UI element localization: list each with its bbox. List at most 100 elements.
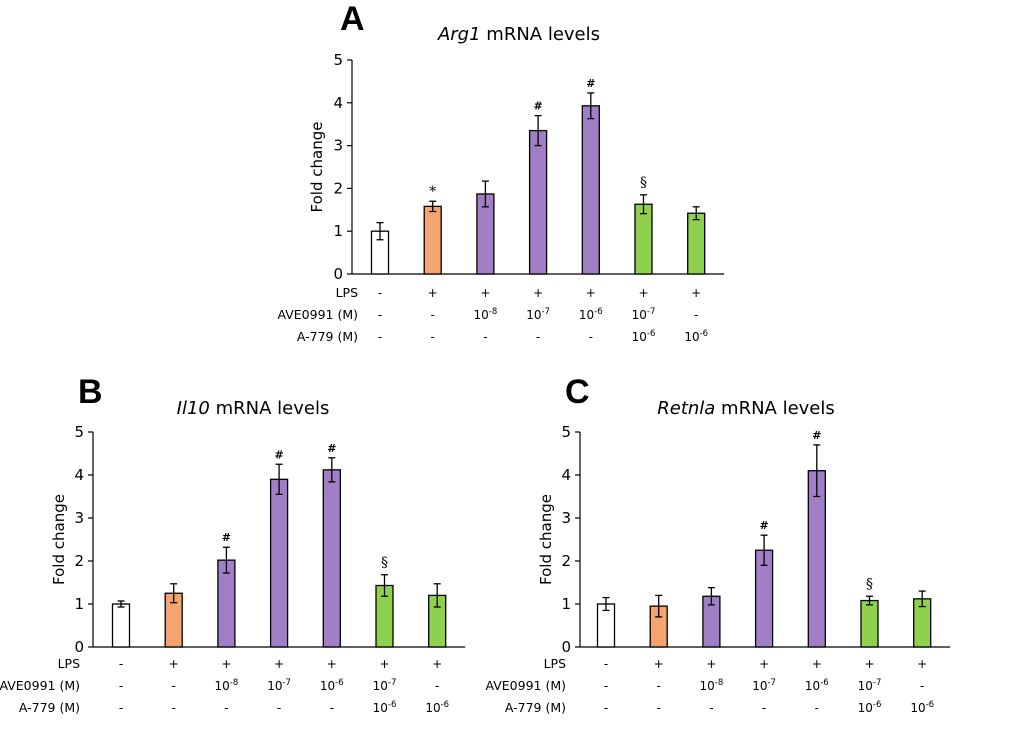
panel-letter: A bbox=[340, 0, 365, 38]
condition-cell: - bbox=[330, 701, 334, 715]
condition-cell: 10-7 bbox=[526, 307, 550, 322]
y-tick-label: 3 bbox=[333, 137, 343, 155]
y-tick-label: 0 bbox=[74, 638, 84, 656]
condition-exponent: -6 bbox=[647, 329, 655, 339]
condition-exponent: -8 bbox=[715, 678, 723, 688]
y-tick-label: 3 bbox=[561, 509, 571, 527]
condition-cell: - bbox=[119, 679, 123, 693]
condition-cell: - bbox=[224, 701, 228, 715]
y-tick-label: 2 bbox=[561, 552, 571, 570]
condition-row-label: AVE0991 (M) bbox=[277, 307, 358, 322]
condition-cell: - bbox=[172, 701, 176, 715]
y-tick-label: 2 bbox=[74, 552, 84, 570]
condition-cell: - bbox=[536, 330, 540, 344]
condition-cell: - bbox=[172, 679, 176, 693]
condition-cell: 10-6 bbox=[579, 307, 603, 322]
panel-a: A Arg1 mRNA levels 0 1 2 3 4 5 Fold change * # # § LP… bbox=[277, 0, 725, 344]
condition-base: 10 bbox=[373, 679, 388, 693]
condition-cell: - bbox=[815, 701, 819, 715]
condition-exponent: -7 bbox=[767, 678, 775, 688]
condition-base: 10 bbox=[425, 701, 440, 715]
significance-marker: * bbox=[429, 184, 436, 200]
condition-exponent: -7 bbox=[282, 678, 290, 688]
y-tick-label: 4 bbox=[74, 466, 84, 484]
condition-cell: - bbox=[378, 330, 382, 344]
chart-title: Il10 mRNA levels bbox=[177, 398, 330, 419]
y-axis-label: Fold change bbox=[537, 494, 555, 585]
bar bbox=[634, 203, 653, 275]
panel-c: C Retnla mRNA levels 0 1 2 3 4 5 Fold change # # § L… bbox=[485, 373, 951, 715]
condition-cell: - bbox=[483, 330, 487, 344]
panel-letter: C bbox=[565, 373, 590, 411]
condition-cell: + bbox=[432, 657, 442, 671]
title-text: mRNA levels bbox=[210, 398, 329, 419]
condition-cell: - bbox=[119, 657, 123, 671]
panel-letter: B bbox=[78, 373, 103, 411]
significance-marker: § bbox=[866, 576, 873, 592]
y-tick-label: 4 bbox=[561, 466, 571, 484]
condition-cell: + bbox=[533, 286, 543, 300]
condition-row-label: A-779 (M) bbox=[505, 700, 566, 715]
condition-cell: - bbox=[119, 701, 123, 715]
condition-cell: - bbox=[657, 679, 661, 693]
condition-cell: + bbox=[812, 657, 822, 671]
title-gene: Il10 bbox=[177, 398, 210, 419]
condition-cell: - bbox=[277, 701, 281, 715]
condition-exponent: -8 bbox=[230, 678, 238, 688]
condition-cell: - bbox=[694, 308, 698, 322]
y-tick-label: 0 bbox=[333, 265, 343, 283]
y-tick-label: 1 bbox=[74, 595, 84, 613]
bar bbox=[528, 129, 548, 275]
condition-cell: + bbox=[480, 286, 490, 300]
condition-cell: - bbox=[604, 679, 608, 693]
y-tick-label: 4 bbox=[333, 94, 343, 112]
bar bbox=[322, 469, 341, 648]
y-tick-label: 0 bbox=[561, 638, 571, 656]
condition-cell: 10-6 bbox=[858, 700, 882, 715]
condition-cell: - bbox=[431, 330, 435, 344]
condition-cell: + bbox=[169, 657, 179, 671]
y-axis-label: Fold change bbox=[308, 122, 326, 213]
condition-cell: + bbox=[638, 286, 648, 300]
condition-cell: 10-6 bbox=[805, 678, 829, 693]
condition-exponent: -7 bbox=[388, 678, 396, 688]
condition-row-label: LPS bbox=[336, 285, 359, 300]
significance-marker: # bbox=[759, 519, 768, 532]
bar bbox=[423, 205, 442, 275]
title-text: mRNA levels bbox=[715, 398, 834, 419]
condition-cell: - bbox=[589, 330, 593, 344]
condition-exponent: -6 bbox=[820, 678, 828, 688]
condition-cell: + bbox=[379, 657, 389, 671]
condition-base: 10 bbox=[474, 308, 489, 322]
panel-b: B Il10 mRNA levels 0 1 2 3 4 5 Fold change # # # § LP… bbox=[0, 373, 466, 715]
chart-title: Arg1 mRNA levels bbox=[437, 24, 600, 45]
condition-cell: 10-7 bbox=[858, 678, 882, 693]
y-tick-label: 1 bbox=[333, 222, 343, 240]
condition-cell: - bbox=[920, 679, 924, 693]
condition-cell: 10-6 bbox=[320, 678, 344, 693]
condition-cell: + bbox=[864, 657, 874, 671]
bar bbox=[687, 212, 706, 275]
condition-cell: - bbox=[431, 308, 435, 322]
condition-cell: 10-7 bbox=[267, 678, 291, 693]
condition-exponent: -6 bbox=[926, 700, 934, 710]
condition-cell: - bbox=[657, 701, 661, 715]
significance-marker: # bbox=[533, 100, 542, 113]
condition-cell: 10-6 bbox=[632, 329, 656, 344]
bar bbox=[111, 603, 131, 648]
condition-cell: + bbox=[274, 657, 284, 671]
condition-base: 10 bbox=[858, 701, 873, 715]
y-tick-label: 1 bbox=[561, 595, 571, 613]
condition-cell: - bbox=[604, 657, 608, 671]
condition-cell: 10-8 bbox=[215, 678, 239, 693]
condition-row-label: AVE0991 (M) bbox=[485, 678, 566, 693]
condition-row-label: LPS bbox=[544, 656, 567, 671]
condition-base: 10 bbox=[632, 308, 647, 322]
significance-marker: # bbox=[812, 429, 821, 442]
condition-base: 10 bbox=[579, 308, 594, 322]
condition-base: 10 bbox=[526, 308, 541, 322]
title-gene: Arg1 bbox=[437, 24, 481, 45]
significance-marker: § bbox=[640, 175, 647, 191]
condition-exponent: -8 bbox=[489, 307, 497, 317]
condition-row-label: A-779 (M) bbox=[297, 329, 358, 344]
